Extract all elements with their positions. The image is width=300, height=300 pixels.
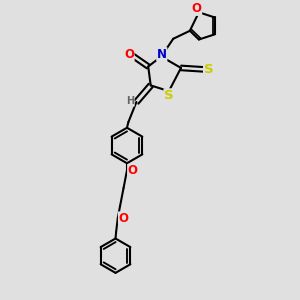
Text: H: H — [126, 96, 134, 106]
Text: O: O — [118, 212, 128, 225]
Text: S: S — [164, 89, 174, 102]
Text: O: O — [124, 48, 134, 61]
Text: O: O — [192, 2, 202, 15]
Text: S: S — [204, 63, 213, 76]
Text: O: O — [128, 164, 138, 178]
Text: N: N — [157, 48, 167, 61]
